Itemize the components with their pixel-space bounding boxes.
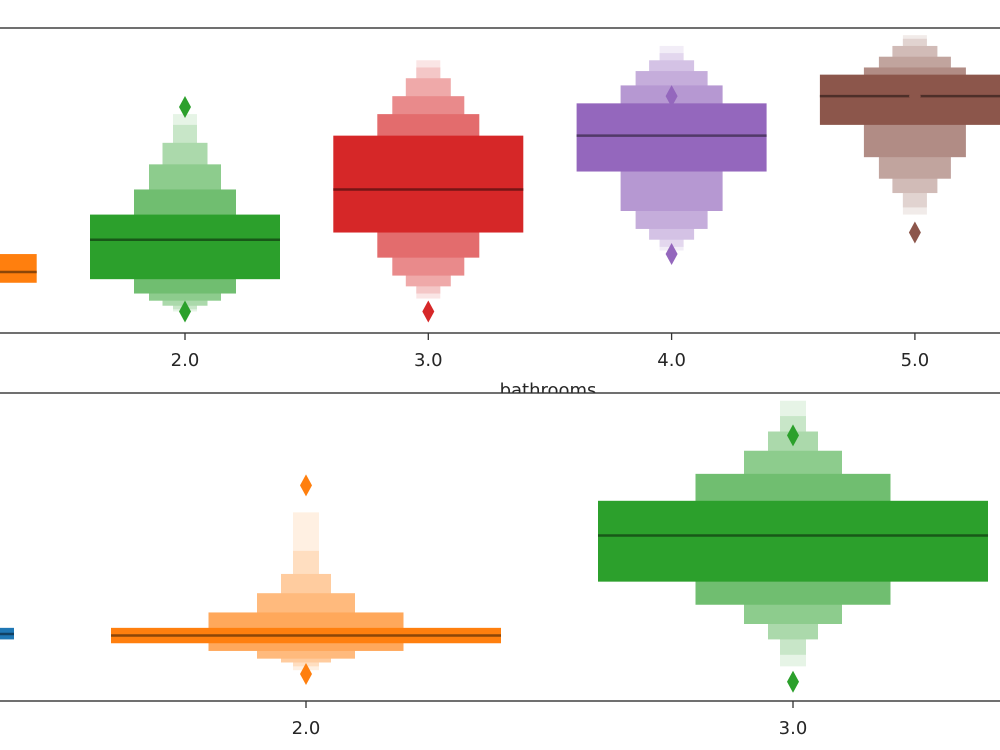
bottom-boxen-2.0 xyxy=(111,474,501,686)
bottom-boxen-outlier xyxy=(300,663,312,686)
top-boxen-3.0 xyxy=(333,60,524,323)
bottom-boxen-3.0 xyxy=(598,400,988,693)
top-x-tick-label: 2.0 xyxy=(171,350,200,371)
bottom-boxen-1.0 xyxy=(0,627,14,640)
bottom-boxen-marks xyxy=(0,400,988,693)
bottom-x-tick-label: 3.0 xyxy=(779,718,808,739)
top-boxen-outlier xyxy=(179,300,191,323)
top-boxen-5.0 xyxy=(819,35,1000,244)
top-x-tick-label: 4.0 xyxy=(657,350,686,371)
top-boxen-outlier xyxy=(908,85,921,108)
top-boxen-4.0 xyxy=(576,45,767,266)
bottom-boxen-outlier xyxy=(787,670,799,693)
top-boxen-box xyxy=(90,214,280,280)
top-boxen-marks xyxy=(0,35,1000,323)
top-panel: 2.0 3.0 4.0 5.0 bathrooms xyxy=(0,27,1000,401)
top-boxen-box xyxy=(0,254,37,283)
top-boxen-1.0 xyxy=(0,254,37,283)
top-axes-frame xyxy=(0,27,1000,334)
bottom-boxen-box xyxy=(598,500,988,582)
bottom-panel: 2.0 3.0 xyxy=(0,392,1000,739)
top-boxen-2.0 xyxy=(90,95,280,323)
top-boxen-outlier xyxy=(908,221,921,244)
top-boxen-box xyxy=(576,103,767,172)
top-boxen-outlier xyxy=(422,300,435,323)
top-x-tick-label: 3.0 xyxy=(414,350,443,371)
bottom-boxen-outlier xyxy=(300,474,312,497)
top-boxen-outlier xyxy=(665,85,678,108)
top-x-tick-label: 5.0 xyxy=(901,350,930,371)
top-boxen-outlier xyxy=(665,243,678,266)
top-x-ticks: 2.0 3.0 4.0 5.0 xyxy=(171,333,930,371)
bottom-boxen-outlier xyxy=(787,424,799,447)
top-boxen-box xyxy=(819,74,1000,125)
top-boxen-box xyxy=(333,135,524,233)
bottom-x-ticks: 2.0 3.0 xyxy=(292,701,808,739)
bottom-x-tick-label: 2.0 xyxy=(292,718,321,739)
top-boxen-outlier xyxy=(179,95,191,118)
